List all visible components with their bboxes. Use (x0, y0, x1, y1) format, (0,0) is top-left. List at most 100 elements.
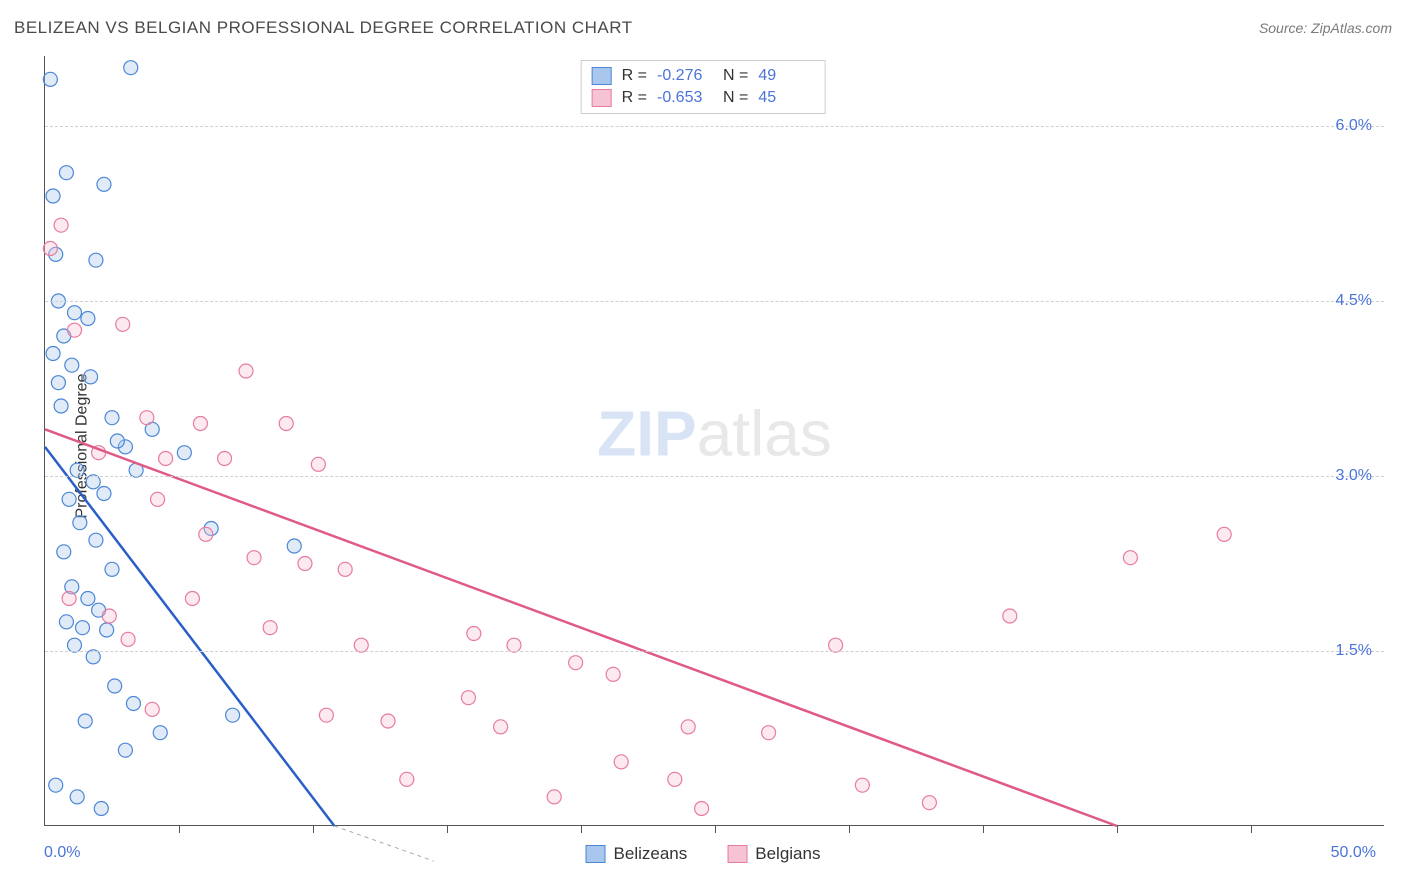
scatter-point (108, 679, 122, 693)
stat-n-label: N = (723, 67, 748, 85)
x-tick (715, 825, 716, 833)
scatter-point (121, 632, 135, 646)
scatter-point (298, 557, 312, 571)
stats-legend-row: R = -0.653 N = 45 (592, 87, 815, 109)
scatter-point (76, 621, 90, 635)
scatter-point (78, 714, 92, 728)
scatter-point (124, 61, 138, 75)
y-tick-label: 6.0% (1336, 117, 1372, 135)
gridline (45, 476, 1384, 477)
x-tick (447, 825, 448, 833)
scatter-point (62, 592, 76, 606)
scatter-point (105, 411, 119, 425)
stat-r-value: -0.653 (657, 89, 713, 107)
chart-title: BELIZEAN VS BELGIAN PROFESSIONAL DEGREE … (14, 18, 633, 38)
chart-header: BELIZEAN VS BELGIAN PROFESSIONAL DEGREE … (14, 18, 1392, 38)
x-tick (983, 825, 984, 833)
scatter-point (94, 802, 108, 816)
stat-r-label: R = (622, 89, 647, 107)
scatter-point (145, 702, 159, 716)
scatter-point (54, 399, 68, 413)
scatter-point (67, 306, 81, 320)
scatter-point (46, 189, 60, 203)
scatter-point (400, 772, 414, 786)
scatter-point (1003, 609, 1017, 623)
scatter-point (239, 364, 253, 378)
scatter-point (547, 790, 561, 804)
scatter-point (46, 347, 60, 361)
scatter-point (116, 317, 130, 331)
chart-svg (45, 56, 1384, 825)
scatter-point (81, 312, 95, 326)
scatter-point (153, 726, 167, 740)
trend-line (45, 429, 1117, 826)
legend-swatch (727, 845, 747, 863)
x-tick (1251, 825, 1252, 833)
scatter-point (263, 621, 277, 635)
scatter-point (381, 714, 395, 728)
scatter-point (84, 370, 98, 384)
x-tick (313, 825, 314, 833)
scatter-point (177, 446, 191, 460)
x-tick (849, 825, 850, 833)
scatter-point (461, 691, 475, 705)
x-tick (1117, 825, 1118, 833)
scatter-point (59, 615, 73, 629)
scatter-point (614, 755, 628, 769)
scatter-point (140, 411, 154, 425)
scatter-point (89, 253, 103, 267)
scatter-point (218, 452, 232, 466)
scatter-point (151, 492, 165, 506)
stat-r-value: -0.276 (657, 67, 713, 85)
scatter-point (54, 218, 68, 232)
scatter-point (467, 627, 481, 641)
scatter-point (199, 527, 213, 541)
scatter-point (89, 533, 103, 547)
scatter-point (338, 562, 352, 576)
stat-n-value: 49 (758, 67, 814, 85)
scatter-point (668, 772, 682, 786)
scatter-point (606, 667, 620, 681)
scatter-point (59, 166, 73, 180)
scatter-point (1217, 527, 1231, 541)
x-tick (581, 825, 582, 833)
scatter-point (494, 720, 508, 734)
scatter-point (193, 417, 207, 431)
scatter-point (185, 592, 199, 606)
scatter-point (70, 790, 84, 804)
scatter-point (569, 656, 583, 670)
scatter-point (49, 778, 63, 792)
gridline (45, 651, 1384, 652)
legend-item: Belgians (727, 844, 820, 864)
x-axis-max-label: 50.0% (1331, 844, 1376, 862)
scatter-point (105, 562, 119, 576)
scatter-point (762, 726, 776, 740)
gridline (45, 301, 1384, 302)
scatter-point (855, 778, 869, 792)
scatter-point (81, 592, 95, 606)
scatter-point (681, 720, 695, 734)
stat-r-label: R = (622, 67, 647, 85)
scatter-point (51, 376, 65, 390)
legend-swatch (592, 67, 612, 85)
scatter-point (226, 708, 240, 722)
scatter-point (65, 358, 79, 372)
stat-n-label: N = (723, 89, 748, 107)
scatter-point (695, 802, 709, 816)
scatter-point (922, 796, 936, 810)
x-axis-min-label: 0.0% (44, 844, 80, 862)
scatter-point (279, 417, 293, 431)
stat-n-value: 45 (758, 89, 814, 107)
scatter-point (1123, 551, 1137, 565)
scatter-point (247, 551, 261, 565)
legend-swatch (586, 845, 606, 863)
scatter-point (43, 72, 57, 86)
legend-label: Belgians (755, 844, 820, 864)
trend-line (45, 447, 334, 826)
x-tick (179, 825, 180, 833)
scatter-point (62, 492, 76, 506)
scatter-point (100, 623, 114, 637)
scatter-point (159, 452, 173, 466)
chart-source: Source: ZipAtlas.com (1259, 20, 1392, 36)
stats-legend-row: R = -0.276 N = 49 (592, 65, 815, 87)
